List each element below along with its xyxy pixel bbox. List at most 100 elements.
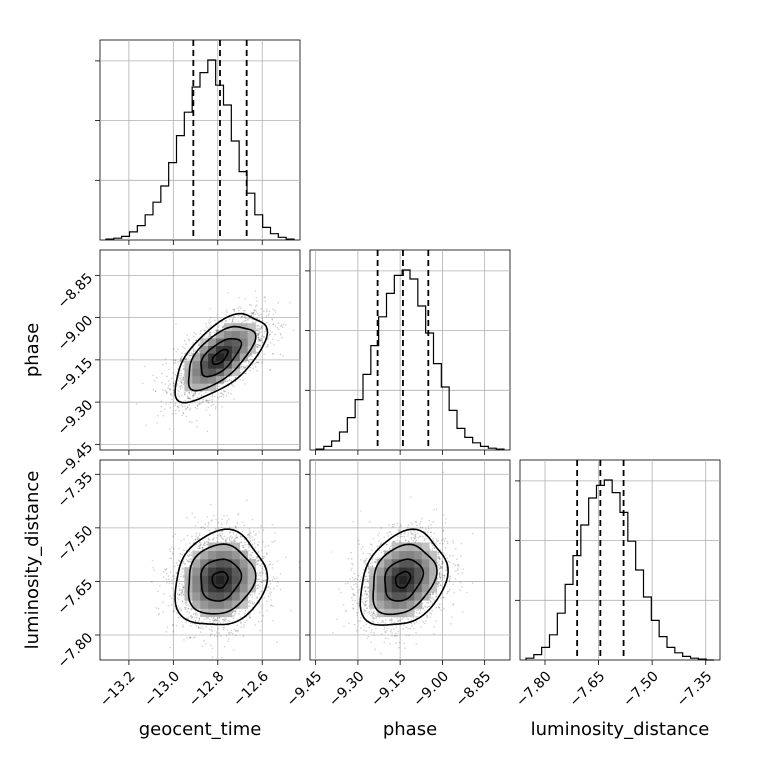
sample-point: [204, 542, 206, 545]
sample-point: [177, 379, 179, 381]
sample-point: [290, 609, 292, 612]
sample-point: [188, 409, 191, 411]
density-cell: [247, 323, 256, 332]
sample-point: [285, 556, 288, 559]
sample-point: [170, 393, 172, 395]
sample-point: [251, 596, 254, 598]
sample-point: [266, 566, 268, 568]
sample-point: [274, 539, 276, 542]
sample-point: [234, 630, 237, 632]
sample-point: [237, 512, 240, 515]
sample-point: [172, 385, 175, 387]
sample-point: [207, 521, 210, 524]
sample-point: [183, 353, 186, 355]
sample-point: [259, 571, 261, 574]
sample-point: [292, 329, 295, 332]
sample-point: [260, 337, 262, 340]
sample-point: [184, 563, 186, 565]
sample-point: [181, 568, 183, 570]
sample-point: [199, 391, 202, 393]
sample-point: [252, 556, 255, 559]
sample-point: [256, 327, 258, 329]
density-cell: [184, 383, 193, 392]
density-cell: [208, 375, 217, 384]
sample-point: [187, 397, 190, 399]
sample-point: [252, 603, 255, 605]
sample-point: [249, 616, 252, 619]
sample-point: [237, 309, 240, 312]
sample-point: [248, 362, 250, 364]
sample-point: [256, 560, 259, 562]
sample-point: [212, 514, 215, 517]
sample-point: [252, 311, 255, 314]
sample-point: [256, 562, 259, 565]
sample-point: [183, 374, 185, 376]
sample-point: [256, 343, 259, 346]
sample-point: [189, 637, 191, 639]
sample-point: [183, 347, 186, 350]
sample-point: [198, 343, 201, 346]
sample-point: [234, 376, 236, 379]
sample-point: [193, 394, 195, 396]
sample-point: [200, 330, 202, 332]
sample-point: [190, 551, 193, 554]
sample-point: [198, 534, 201, 537]
sample-point: [222, 618, 224, 621]
sample-point: [257, 329, 259, 332]
density-cell: [216, 353, 225, 362]
sample-point: [263, 353, 266, 355]
sample-point: [229, 318, 231, 321]
sample-point: [184, 405, 186, 408]
sample-point: [174, 409, 177, 412]
sample-point: [169, 388, 171, 391]
sample-point: [261, 563, 263, 565]
sample-point: [232, 308, 234, 311]
sample-point: [257, 550, 260, 553]
sample-point: [220, 392, 223, 394]
sample-point: [216, 540, 219, 543]
sample-point: [166, 392, 168, 395]
sample-point: [211, 396, 213, 398]
sample-point: [231, 319, 234, 321]
sample-point: [182, 586, 185, 589]
sample-point: [226, 311, 228, 314]
sample-point: [217, 534, 219, 537]
sample-point: [178, 409, 180, 412]
sample-point: [174, 361, 177, 364]
sample-point: [269, 587, 271, 590]
sample-point: [234, 525, 237, 528]
density-cell: [239, 353, 248, 362]
sample-point: [178, 547, 180, 550]
sample-point: [255, 311, 258, 313]
sample-point: [189, 636, 192, 639]
sample-point: [214, 408, 217, 410]
sample-point: [239, 610, 241, 613]
sample-point: [222, 385, 224, 388]
sample-point: [212, 538, 214, 540]
sample-point: [236, 536, 238, 538]
sample-point: [264, 300, 267, 303]
sample-point: [180, 384, 183, 387]
sample-point: [176, 384, 179, 387]
sample-point: [207, 327, 209, 330]
sample-point: [185, 621, 187, 624]
density-cell: [247, 338, 256, 347]
sample-point: [165, 390, 168, 393]
sample-point: [271, 318, 273, 320]
sample-point: [166, 375, 168, 378]
sample-point: [248, 530, 251, 532]
sample-point: [165, 403, 167, 405]
sample-point: [237, 618, 239, 621]
sample-point: [238, 612, 240, 615]
sample-point: [177, 389, 179, 392]
sample-point: [177, 605, 179, 607]
sample-point: [269, 329, 272, 332]
sample-point: [258, 558, 261, 561]
sample-point: [259, 328, 261, 331]
sample-point: [177, 616, 180, 619]
sample-point: [230, 537, 233, 540]
sample-point: [185, 358, 187, 360]
sample-point: [198, 547, 201, 550]
sample-point: [182, 594, 185, 596]
sample-point: [211, 398, 214, 401]
